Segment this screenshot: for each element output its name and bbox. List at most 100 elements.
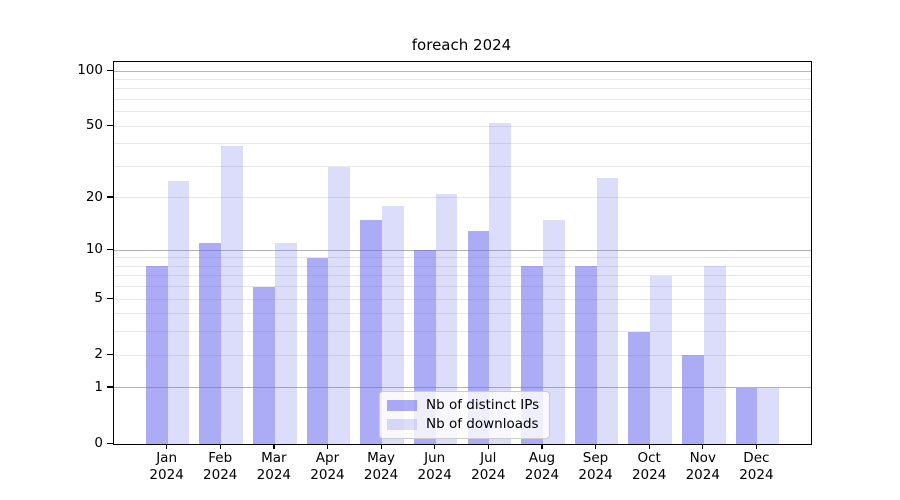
minor-gridline	[114, 257, 811, 259]
chart-title: foreach 2024	[411, 36, 512, 54]
legend-label: Nb of downloads	[426, 416, 539, 432]
x-tick-label: Mar 2024	[256, 450, 292, 483]
bar-distinct-ips	[199, 243, 222, 444]
major-gridline	[114, 70, 811, 72]
y-tick-label: 2	[94, 346, 103, 363]
y-tick-mark	[107, 386, 113, 388]
y-tick-mark	[107, 442, 113, 444]
bar-distinct-ips	[681, 355, 704, 444]
bar-distinct-ips	[628, 331, 651, 444]
bar-distinct-ips	[574, 266, 597, 444]
bar-downloads	[274, 243, 297, 444]
legend-swatch	[387, 418, 417, 430]
bar-downloads	[167, 180, 190, 444]
x-tick-mark	[702, 444, 704, 449]
bar-distinct-ips	[253, 286, 275, 444]
bar-downloads	[757, 388, 780, 444]
minor-gridline	[114, 125, 811, 127]
x-tick-year: 2024	[739, 467, 774, 483]
x-tick-year: 2024	[363, 467, 399, 483]
major-gridline	[114, 249, 811, 251]
x-tick-mark	[755, 444, 758, 449]
minor-gridline	[114, 286, 811, 288]
minor-gridline	[114, 331, 811, 333]
x-tick-mark	[595, 444, 597, 449]
legend-label: Nb of distinct IPs	[426, 397, 540, 413]
x-tick-mark	[541, 444, 543, 449]
x-tick-mark	[648, 444, 650, 449]
minor-gridline	[114, 143, 811, 145]
x-tick-mark	[487, 444, 489, 449]
y-tick-label: 10	[85, 241, 103, 258]
y-tick-label: 20	[85, 188, 103, 205]
x-tick-mark	[326, 444, 329, 449]
bar-downloads	[703, 266, 726, 444]
minor-gridline	[114, 354, 811, 356]
x-tick-label: Sep 2024	[578, 450, 613, 483]
legend-item: Nb of distinct IPs	[387, 398, 539, 412]
minor-gridline	[114, 275, 811, 277]
x-tick-label: May 2024	[363, 450, 399, 483]
major-gridline	[114, 387, 811, 389]
x-tick-mark	[434, 444, 436, 449]
x-tick-mark	[380, 444, 382, 449]
plot-area	[113, 61, 812, 445]
x-tick-label: Oct 2024	[631, 450, 667, 483]
x-tick-year: 2024	[685, 467, 720, 483]
y-tick-mark	[107, 124, 113, 126]
x-tick-year: 2024	[578, 467, 613, 483]
bar-distinct-ips	[467, 230, 490, 444]
x-tick-year: 2024	[203, 467, 238, 483]
y-tick-label: 50	[85, 117, 103, 134]
y-tick-mark	[107, 297, 113, 299]
bar-downloads	[382, 206, 404, 444]
x-tick-label: Jun 2024	[417, 450, 452, 483]
x-tick-mark	[273, 444, 275, 449]
bar-downloads	[650, 275, 672, 444]
x-tick-label: Feb 2024	[203, 450, 238, 483]
minor-gridline	[114, 166, 811, 167]
y-tick-label: 0	[94, 435, 103, 451]
x-tick-mark	[166, 444, 168, 449]
bar-downloads	[221, 145, 244, 444]
x-tick-year: 2024	[471, 467, 506, 483]
x-tick-year: 2024	[256, 467, 292, 483]
legend-swatch	[387, 399, 417, 411]
bar-downloads	[489, 123, 512, 444]
minor-gridline	[114, 88, 811, 90]
minor-gridline	[114, 78, 811, 80]
y-tick-mark	[107, 196, 113, 198]
bar-distinct-ips	[306, 257, 329, 444]
x-tick-label: Jan 2024	[149, 450, 184, 483]
x-tick-year: 2024	[631, 467, 667, 483]
minor-gridline	[114, 111, 811, 113]
y-tick-label: 100	[77, 62, 103, 79]
bar-downloads	[328, 166, 351, 444]
x-tick-label: Aug 2024	[524, 450, 560, 483]
y-tick-mark	[107, 248, 113, 250]
x-tick-label: Apr 2024	[310, 450, 345, 483]
bar-downloads	[596, 177, 619, 444]
x-tick-label: Jul 2024	[471, 450, 506, 483]
bar-distinct-ips	[735, 388, 758, 444]
x-tick-mark	[219, 444, 221, 449]
bar-downloads	[542, 219, 565, 444]
minor-gridline	[114, 99, 811, 101]
legend: Nb of distinct IPs Nb of downloads	[379, 391, 551, 439]
minor-gridline	[114, 298, 811, 300]
bar-downloads	[435, 194, 458, 444]
x-tick-year: 2024	[310, 467, 345, 483]
y-tick-label: 5	[94, 290, 103, 307]
x-tick-label: Nov 2024	[685, 450, 720, 483]
x-tick-year: 2024	[417, 467, 452, 483]
bar-distinct-ips	[145, 266, 168, 444]
x-tick-label: Dec 2024	[739, 450, 774, 483]
y-tick-label: 1	[94, 378, 103, 395]
y-tick-mark	[107, 69, 113, 71]
x-tick-year: 2024	[149, 467, 184, 483]
y-tick-mark	[107, 353, 113, 355]
minor-gridline	[114, 197, 811, 199]
bar-distinct-ips	[360, 219, 383, 444]
minor-gridline	[114, 313, 811, 315]
